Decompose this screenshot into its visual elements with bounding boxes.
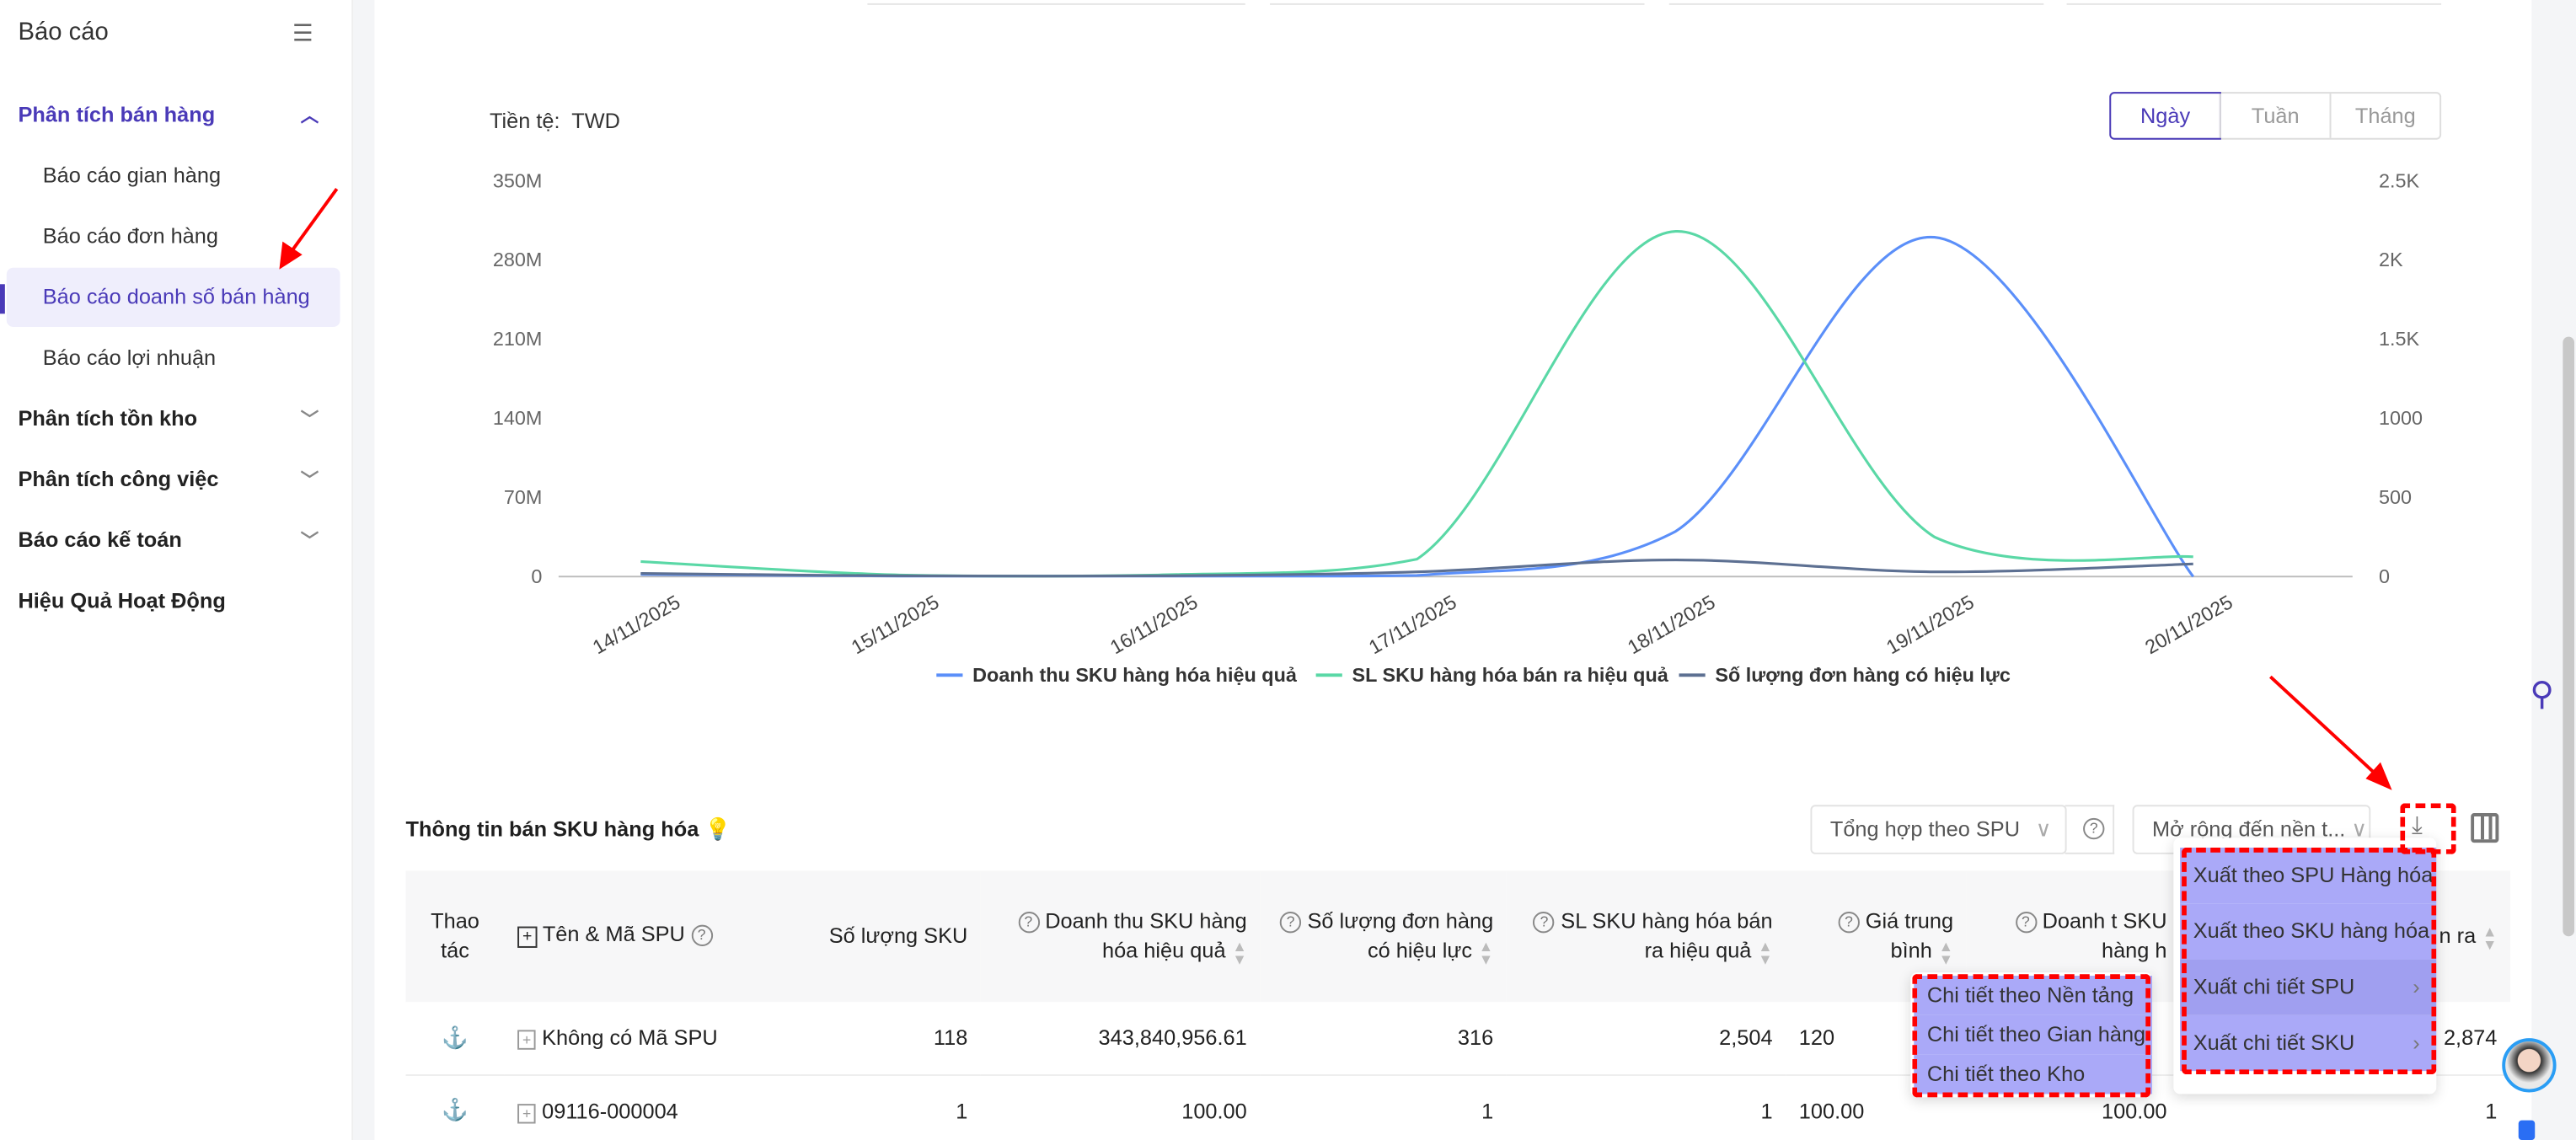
- group-label: Phân tích công việc: [18, 466, 219, 491]
- row-action-icon[interactable]: ⚓: [405, 1074, 505, 1140]
- sidebar-item-store-report[interactable]: Báo cáo gian hàng: [42, 163, 222, 188]
- export-menu: Xuất theo SPU Hàng hóa Xuất theo SKU hàn…: [2173, 838, 2437, 1095]
- sidebar-group-performance[interactable]: Hiệu Quả Hoạt Động: [18, 587, 226, 613]
- y-left-tick: 350M: [493, 169, 542, 191]
- sidebar-group-accounting[interactable]: Báo cáo kế toán ﹀: [0, 527, 353, 552]
- export-spu-goods[interactable]: Xuất theo SPU Hàng hóa: [2180, 847, 2437, 904]
- chevron-down-icon: ﹀: [300, 471, 319, 491]
- feedback-icon[interactable]: [2518, 1120, 2536, 1140]
- aggregate-select[interactable]: Tổng hợp theo SPU ∨?: [1810, 805, 2105, 854]
- y-right-tick: 0: [2379, 565, 2390, 587]
- group-label: Phân tích bán hàng: [18, 101, 216, 127]
- main-panel: Tiền tệ: TWD Ngày Tuần Tháng 0 0 70M 500 140…: [374, 0, 2532, 1140]
- y-left-tick: 140M: [493, 407, 542, 429]
- chevron-down-icon: ﹀: [300, 532, 319, 553]
- export-sku-goods[interactable]: Xuất theo SKU hàng hóa: [2180, 903, 2437, 960]
- detail-by-warehouse[interactable]: Chi tiết theo Kho: [1914, 1054, 2152, 1095]
- y-left-tick: 280M: [493, 249, 542, 270]
- y-left-tick: 210M: [493, 328, 542, 350]
- support-avatar[interactable]: [2502, 1038, 2557, 1093]
- detail-by-store[interactable]: Chi tiết theo Gian hàng: [1914, 1014, 2152, 1055]
- columns-icon[interactable]: [2471, 813, 2499, 843]
- y-right-tick: 500: [2379, 486, 2412, 508]
- sidebar-group-sales[interactable]: Phân tích bán hàng ︿: [0, 102, 353, 126]
- expand-all-icon[interactable]: +: [517, 926, 538, 948]
- detail-by-platform[interactable]: Chi tiết theo Nền tảng: [1914, 976, 2152, 1015]
- period-toggle[interactable]: Ngày Tuần Tháng: [2109, 92, 2442, 140]
- y-left-tick: 70M: [504, 486, 542, 508]
- download-icon[interactable]: ⤓: [2412, 811, 2423, 840]
- section-title: Thông tin bán SKU hàng hóa 💡: [405, 816, 731, 842]
- sidebar-group-work[interactable]: Phân tích công việc ﹀: [0, 467, 353, 491]
- period-month[interactable]: Tháng: [2329, 94, 2440, 138]
- row-action-icon[interactable]: ⚓: [405, 1002, 505, 1076]
- currency-label: Tiền tệ: TWD: [489, 108, 620, 133]
- series-line: [640, 559, 2193, 578]
- y-right-tick: 2K: [2379, 249, 2403, 270]
- legend-orders[interactable]: Số lượng đơn hàng có hiệu lực: [1679, 664, 2011, 687]
- legend-sku-qty[interactable]: SL SKU hàng hóa bán ra hiệu quả: [1315, 664, 1668, 687]
- y-right-tick: 1.5K: [2379, 328, 2419, 350]
- export-submenu: Chi tiết theo Nền tảng Chi tiết theo Gia…: [1910, 972, 2152, 1098]
- lightbulb-icon: 💡: [704, 816, 731, 842]
- sidebar-group-inventory[interactable]: Phân tích tồn kho ﹀: [0, 406, 353, 431]
- collapse-menu-icon[interactable]: ☰: [292, 19, 313, 46]
- sidebar-item-order-report[interactable]: Báo cáo đơn hàng: [42, 223, 218, 249]
- chevron-down-icon: ∨: [2351, 816, 2367, 842]
- chevron-down-icon: ∨: [2035, 816, 2052, 842]
- group-label: Báo cáo kế toán: [18, 527, 182, 553]
- active-indicator: [0, 284, 5, 314]
- scrollbar[interactable]: [2563, 336, 2575, 937]
- help-icon[interactable]: ?: [2083, 817, 2105, 840]
- chevron-up-icon: ︿: [300, 106, 319, 127]
- sidebar-item-profit-report[interactable]: Báo cáo lợi nhuận: [42, 345, 217, 370]
- y-right-tick: 2.5K: [2379, 169, 2419, 191]
- period-week[interactable]: Tuần: [2219, 94, 2330, 138]
- sidebar: Báo cáo ☰ Phân tích bán hàng ︿ Báo cáo gi…: [0, 0, 354, 1140]
- period-day[interactable]: Ngày: [2109, 92, 2221, 140]
- y-right-tick: 1000: [2379, 407, 2423, 429]
- sidebar-title: Báo cáo: [18, 18, 109, 46]
- export-spu-detail[interactable]: Xuất chi tiết SPU ›: [2180, 959, 2437, 1015]
- y-left-tick: 0: [531, 565, 542, 587]
- sidebar-item-sales-report[interactable]: Báo cáo doanh số bán hàng: [6, 267, 340, 327]
- legend-revenue[interactable]: Doanh thu SKU hàng hóa hiệu quả: [936, 664, 1297, 687]
- group-label: Phân tích tồn kho: [18, 405, 198, 431]
- chevron-down-icon: ﹀: [300, 410, 319, 431]
- export-sku-detail[interactable]: Xuất chi tiết SKU ›: [2180, 1014, 2437, 1072]
- search-icon[interactable]: ⚲: [2530, 677, 2554, 714]
